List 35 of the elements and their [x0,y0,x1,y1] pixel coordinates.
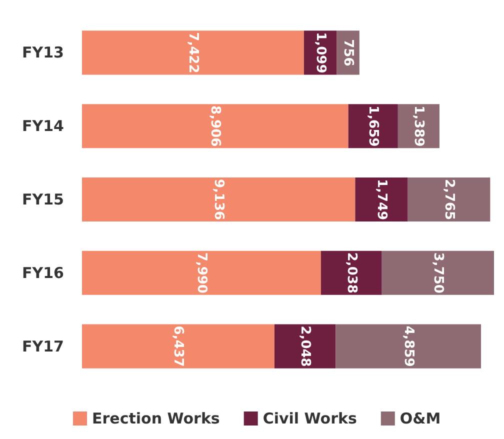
y-tick-label: FY15 [22,190,64,208]
data-label: 1,099 [312,32,328,74]
bar [82,30,304,75]
y-tick-label: FY17 [22,337,64,356]
bar [320,250,382,295]
data-label: 1,659 [366,106,381,147]
bar [82,104,348,148]
bar [348,104,398,148]
data-label: 756 [340,39,356,66]
bar [82,250,321,295]
bar [382,250,494,295]
y-tick-label: FY14 [22,117,64,136]
data-label: 6,437 [170,326,186,367]
bar [82,324,274,368]
data-label: 3,750 [430,252,446,294]
data-label: 7,422 [185,32,200,74]
data-label: 7,990 [194,252,209,294]
y-tick-label: FY16 [22,264,64,282]
data-label: 1,389 [411,106,426,147]
y-tick-label: FY13 [22,44,64,62]
bar [82,177,356,222]
data-label: 4,859 [400,326,416,367]
data-label: 1,749 [374,178,389,220]
bar [407,177,490,222]
bar [274,324,336,368]
bar [336,324,482,368]
data-label: 2,038 [344,252,359,294]
legend-label: Civil Works [262,410,357,428]
data-label: 9,136 [211,178,226,220]
data-label: 2,765 [441,178,456,220]
bar [355,177,408,222]
legend-label: Erection Works [92,410,220,428]
data-label: 8,906 [208,106,223,147]
legend-label: O&M [400,410,441,428]
data-label: 2,048 [298,326,313,367]
